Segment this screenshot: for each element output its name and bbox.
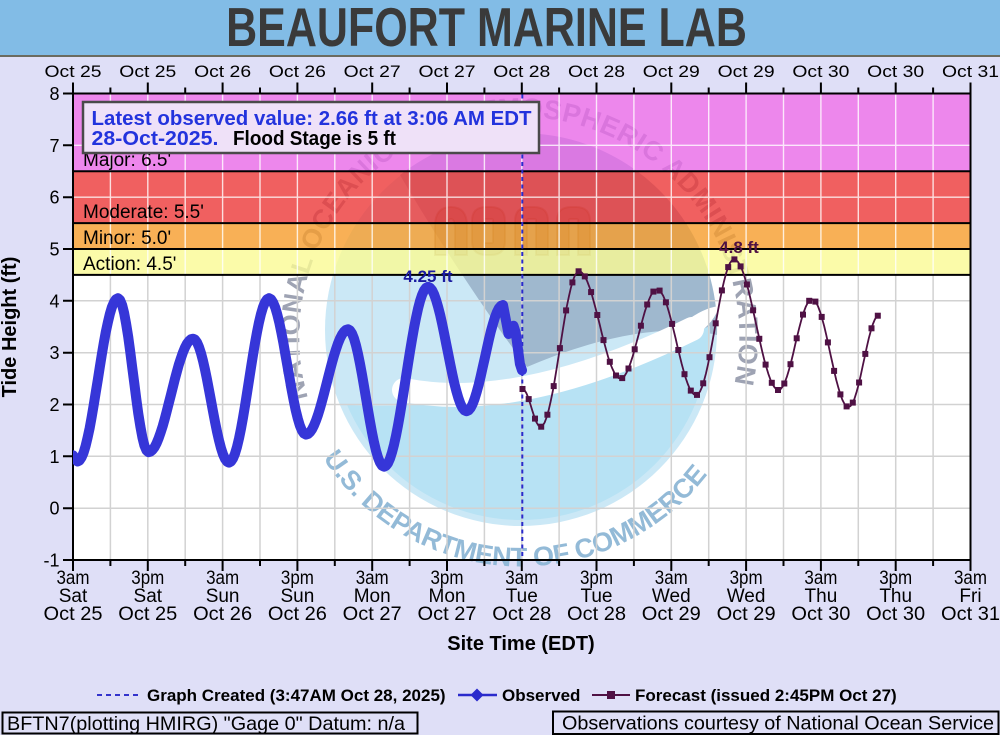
svg-text:Mon: Mon — [354, 586, 391, 607]
svg-text:1: 1 — [49, 447, 59, 467]
svg-text:Action: 4.5': Action: 4.5' — [83, 254, 176, 275]
svg-text:Oct 26: Oct 26 — [193, 604, 252, 625]
svg-text:Oct 31: Oct 31 — [942, 62, 999, 81]
svg-text:2: 2 — [49, 395, 59, 415]
svg-text:Sat: Sat — [59, 586, 88, 607]
svg-text:BEAUFORT MARINE LAB: BEAUFORT MARINE LAB — [226, 0, 747, 58]
svg-text:Oct 26: Oct 26 — [268, 604, 327, 625]
svg-text:3pm: 3pm — [730, 568, 763, 589]
svg-text:Oct 31: Oct 31 — [941, 604, 1000, 625]
svg-text:28-Oct-2025.: 28-Oct-2025. — [92, 128, 219, 150]
svg-text:Minor: 5.0': Minor: 5.0' — [83, 228, 171, 249]
svg-text:Oct 28: Oct 28 — [493, 62, 550, 81]
svg-text:3am: 3am — [206, 568, 239, 589]
svg-text:Oct 25: Oct 25 — [118, 604, 177, 625]
svg-text:3pm: 3pm — [281, 568, 314, 589]
svg-text:Forecast (issued 2:45PM Oct 27: Forecast (issued 2:45PM Oct 27) — [635, 686, 897, 705]
svg-text:4.8 ft: 4.8 ft — [719, 238, 759, 257]
svg-text:Oct 28: Oct 28 — [567, 604, 626, 625]
svg-text:Thu: Thu — [879, 586, 912, 607]
svg-text:Flood Stage is 5 ft: Flood Stage is 5 ft — [233, 128, 396, 150]
svg-text:Tue: Tue — [580, 586, 612, 607]
svg-text:-1: -1 — [43, 551, 59, 571]
svg-text:Wed: Wed — [652, 586, 691, 607]
svg-text:Tue: Tue — [506, 586, 538, 607]
svg-text:6: 6 — [49, 188, 59, 208]
svg-text:Observed: Observed — [502, 686, 580, 705]
svg-text:Latest observed value: 2.66 ft: Latest observed value: 2.66 ft at 3:06 A… — [92, 108, 532, 130]
svg-text:3am: 3am — [356, 568, 389, 589]
svg-text:3pm: 3pm — [431, 568, 464, 589]
svg-text:3pm: 3pm — [879, 568, 912, 589]
svg-text:Oct 30: Oct 30 — [867, 62, 924, 81]
svg-text:Oct 27: Oct 27 — [418, 604, 477, 625]
svg-text:Sat: Sat — [134, 586, 163, 607]
svg-text:3: 3 — [49, 343, 59, 363]
svg-text:4: 4 — [49, 291, 59, 311]
svg-text:Oct 30: Oct 30 — [791, 604, 850, 625]
svg-text:Mon: Mon — [429, 586, 466, 607]
svg-text:Oct 29: Oct 29 — [718, 62, 775, 81]
svg-text:7: 7 — [49, 136, 59, 156]
svg-text:Oct 25: Oct 25 — [45, 62, 102, 81]
svg-text:3am: 3am — [954, 568, 987, 589]
svg-text:Oct 27: Oct 27 — [343, 604, 402, 625]
svg-text:Oct 26: Oct 26 — [269, 62, 326, 81]
svg-text:8: 8 — [49, 84, 59, 104]
svg-text:Oct 29: Oct 29 — [717, 604, 776, 625]
svg-text:Sun: Sun — [280, 586, 314, 607]
svg-text:Thu: Thu — [805, 586, 838, 607]
svg-text:Oct 27: Oct 27 — [344, 62, 401, 81]
svg-text:4.25 ft: 4.25 ft — [403, 267, 452, 286]
svg-text:Fri: Fri — [959, 586, 981, 607]
svg-text:3am: 3am — [655, 568, 688, 589]
svg-text:Major: 6.5': Major: 6.5' — [83, 150, 171, 171]
svg-text:Observations courtesy of Natio: Observations courtesy of National Ocean … — [562, 713, 994, 735]
svg-text:Oct 30: Oct 30 — [792, 62, 849, 81]
svg-text:5: 5 — [49, 240, 59, 260]
svg-text:Site Time (EDT): Site Time (EDT) — [447, 633, 594, 655]
svg-text:3am: 3am — [505, 568, 538, 589]
svg-text:Tide Height (ft): Tide Height (ft) — [0, 257, 21, 398]
svg-text:3am: 3am — [57, 568, 90, 589]
svg-text:3pm: 3pm — [131, 568, 164, 589]
svg-text:Oct 26: Oct 26 — [194, 62, 251, 81]
svg-text:Oct 30: Oct 30 — [866, 604, 925, 625]
svg-text:Oct 29: Oct 29 — [642, 604, 701, 625]
svg-text:Oct 29: Oct 29 — [643, 62, 700, 81]
svg-text:BFTN7(plotting HMIRG) "Gage 0": BFTN7(plotting HMIRG) "Gage 0" Datum: n/… — [7, 713, 405, 735]
svg-text:3am: 3am — [804, 568, 837, 589]
svg-text:Wed: Wed — [727, 586, 766, 607]
svg-text:Graph Created (3:47AM Oct 28,: Graph Created (3:47AM Oct 28, 2025) — [147, 686, 446, 705]
svg-text:Oct 27: Oct 27 — [419, 62, 476, 81]
svg-text:Oct 25: Oct 25 — [44, 604, 103, 625]
svg-text:Sun: Sun — [206, 586, 240, 607]
svg-text:0: 0 — [49, 499, 59, 519]
svg-text:Oct 28: Oct 28 — [568, 62, 625, 81]
svg-text:Moderate: 5.5': Moderate: 5.5' — [83, 202, 204, 223]
svg-text:Oct 28: Oct 28 — [492, 604, 551, 625]
svg-text:3pm: 3pm — [580, 568, 613, 589]
svg-text:Oct 25: Oct 25 — [119, 62, 176, 81]
